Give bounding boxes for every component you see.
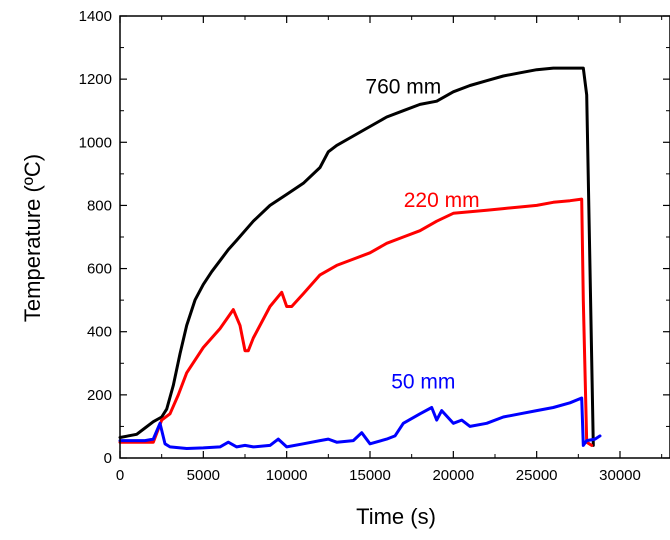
x-tick-label: 30000 — [599, 467, 641, 484]
series-layer — [118, 66, 602, 450]
y-axis-title: Temperature (ºC) — [20, 154, 45, 322]
series-line-50-mm — [118, 396, 602, 450]
series-line-760-mm — [118, 66, 595, 447]
annotation-layer: 760 mm 220 mm 50 mm — [365, 75, 479, 393]
x-axis-title: Time (s) — [356, 504, 436, 529]
x-tick-label: 20000 — [432, 467, 474, 484]
y-tick-label: 600 — [87, 261, 112, 278]
series-line-220-mm — [118, 197, 594, 447]
series-label-50-mm: 50 mm — [391, 371, 455, 394]
x-tick-label: 25000 — [516, 467, 558, 484]
y-tick-label: 800 — [87, 197, 112, 214]
y-tick-label: 0 — [104, 450, 112, 467]
series-label-760-mm: 760 mm — [365, 75, 441, 98]
x-tick-label: 15000 — [349, 467, 391, 484]
y-tick-label: 1400 — [79, 8, 112, 25]
x-tick-label: 10000 — [266, 467, 308, 484]
y-tick-label: 400 — [87, 324, 112, 341]
y-tick-label: 1000 — [79, 134, 112, 151]
x-tick-label: 0 — [116, 467, 124, 484]
y-tick-label: 1200 — [79, 71, 112, 88]
series-label-220-mm: 220 mm — [404, 189, 480, 212]
x-tick-label: 5000 — [187, 467, 220, 484]
axes-layer: 0 5000 10000 15000 20000 25000 30000 0 200 400 600… — [79, 8, 670, 484]
y-tick-label: 200 — [87, 387, 112, 404]
